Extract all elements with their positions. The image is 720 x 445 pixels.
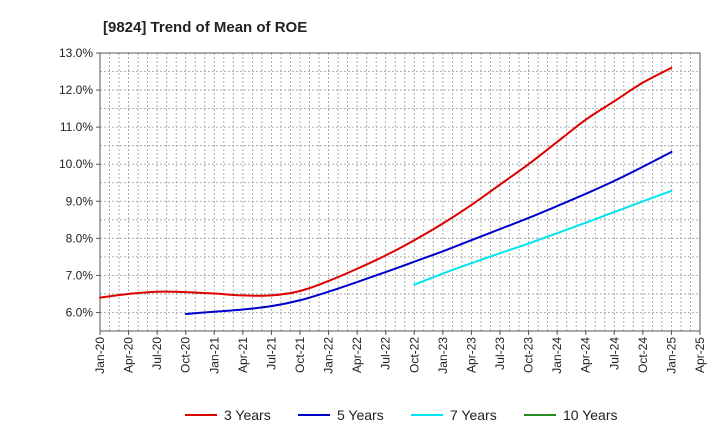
x-tick-label: Oct-20 <box>179 337 193 373</box>
x-tick-label: Apr-24 <box>579 337 593 373</box>
x-tick-label: Jan-21 <box>207 337 221 374</box>
series-lines <box>99 66 673 315</box>
y-tick-label: 11.0% <box>60 120 93 134</box>
y-tick-label: 10.0% <box>59 157 93 171</box>
legend: 3 Years 5 Years 7 Years 10 Years <box>185 407 618 423</box>
x-tick-label: Oct-24 <box>636 337 650 373</box>
x-tick-label: Apr-20 <box>122 337 136 373</box>
x-tick-label: Oct-21 <box>293 337 307 373</box>
x-tick-label: Jul-22 <box>379 337 393 370</box>
legend-label: 7 Years <box>450 407 497 423</box>
y-tick-label: 8.0% <box>66 231 94 245</box>
grid-lines <box>100 53 700 331</box>
x-tick-label: Jul-21 <box>264 337 278 370</box>
y-tick-label: 9.0% <box>66 194 94 208</box>
x-tick-label: Jul-24 <box>607 337 621 370</box>
x-tick-label: Apr-25 <box>693 337 707 373</box>
x-tick-label: Oct-23 <box>522 337 536 373</box>
y-tick-label: 13.0% <box>59 46 93 60</box>
y-tick-label: 6.0% <box>66 305 94 319</box>
x-tick-label: Apr-21 <box>236 337 250 373</box>
x-tick-label: Apr-22 <box>350 337 364 373</box>
axes: 6.0% 7.0% 8.0% 9.0% 10.0% 11.0% 12.0% 13.0% Jan-… <box>59 46 707 374</box>
x-tick-label: Apr-23 <box>464 337 478 373</box>
legend-label: 10 Years <box>563 407 618 423</box>
y-tick-label: 7.0% <box>66 268 94 282</box>
x-tick-label: Jan-23 <box>436 337 450 374</box>
x-tick-label: Jul-20 <box>150 337 164 370</box>
x-tick-label: Jan-20 <box>93 337 107 374</box>
series-line-2 <box>184 150 673 315</box>
x-tick-label: Oct-22 <box>407 337 421 373</box>
legend-label: 3 Years <box>224 407 271 423</box>
chart-title: [9824] Trend of Mean of ROE <box>103 19 307 36</box>
y-tick-label: 12.0% <box>59 83 93 97</box>
series-line-1 <box>99 66 673 299</box>
x-tick-label: Jul-23 <box>493 337 507 370</box>
x-tick-label: Jan-22 <box>322 337 336 374</box>
plot-area-border <box>99 52 701 332</box>
x-tick-label: Jan-24 <box>550 337 564 374</box>
legend-label: 5 Years <box>337 407 384 423</box>
x-tick-label: Jan-25 <box>664 337 678 374</box>
series-line-3 <box>413 189 673 286</box>
